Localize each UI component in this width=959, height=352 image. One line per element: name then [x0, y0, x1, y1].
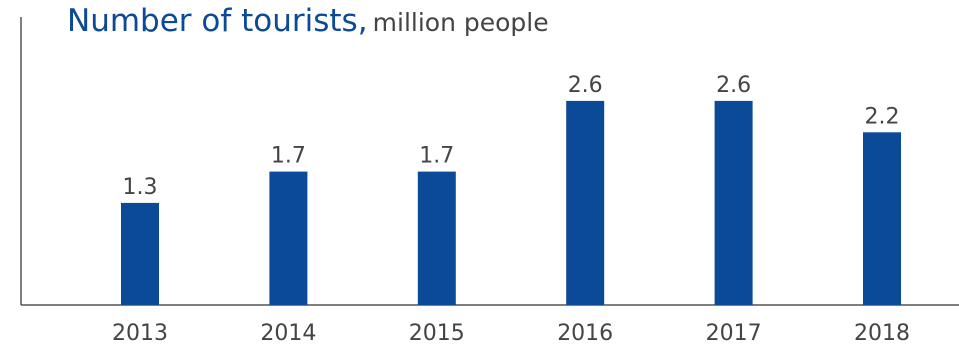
chart-unit-label: million people	[372, 8, 549, 37]
value-label-2013: 1.3	[123, 175, 158, 200]
x-tick-label-2015: 2015	[409, 321, 465, 346]
value-labels-group: 1.3 1.7 1.7 2.6 2.6 2.2	[123, 73, 900, 200]
chart-title: Number of tourists, million people	[67, 6, 549, 37]
value-label-2016: 2.6	[568, 73, 603, 98]
bar-2016	[566, 100, 605, 306]
x-tick-labels-group: 2013 2014 2015 2016 2017 2018	[112, 321, 910, 346]
plot-area: 1.31.7 1.72.6 2.62.2 2013 2014 2015 2016 2017 2…	[20, 17, 959, 346]
x-tick-label-2017: 2017	[706, 321, 762, 346]
bar-2014	[269, 171, 308, 305]
value-label-2017: 2.6	[716, 73, 751, 98]
bar-2013	[121, 202, 159, 305]
bar-2015	[417, 171, 456, 305]
chart-title-text: Number of tourists,	[67, 3, 368, 39]
bars-group	[121, 100, 901, 306]
x-tick-label-2016: 2016	[557, 321, 613, 346]
value-label-2015: 1.7	[419, 144, 454, 169]
x-tick-label-2018: 2018	[854, 321, 910, 346]
bar-2017	[714, 100, 753, 306]
value-label-2018: 2.2	[865, 104, 900, 129]
value-label-2014: 1.7	[271, 144, 306, 169]
x-tick-label-2013: 2013	[112, 321, 168, 346]
x-tick-label-2014: 2014	[260, 321, 316, 346]
bar-2018	[863, 132, 901, 305]
